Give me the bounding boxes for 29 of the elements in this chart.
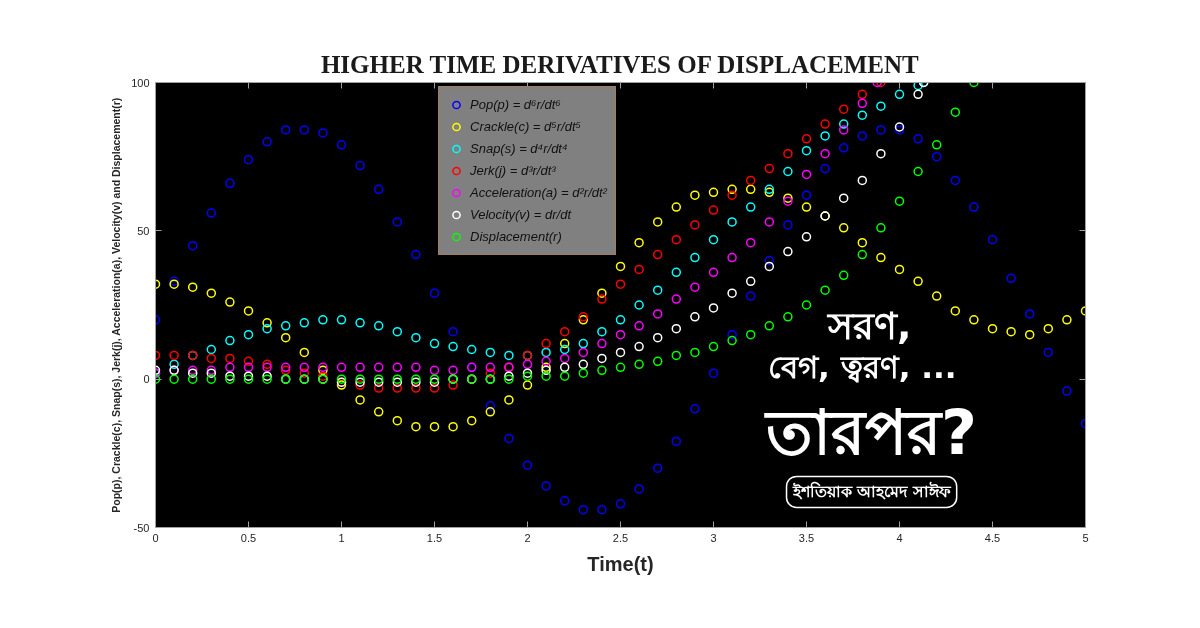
legend-label: Jerk(j) = d³r/dt³ xyxy=(470,162,556,180)
x-tick-label: 0.5 xyxy=(240,531,257,544)
x-tick-label: 2.5 xyxy=(612,531,629,544)
legend-label: Pop(p) = d⁶r/dt⁶ xyxy=(470,96,561,114)
legend-label: Velocity(v) = dr/dt xyxy=(470,206,572,224)
annotation: ইশতিয়াক আহমেদ সাঈফ xyxy=(791,481,952,502)
x-tick-label: 2 xyxy=(524,531,531,544)
x-tick-label: 3.5 xyxy=(798,531,815,544)
x-tick-label: 1.5 xyxy=(426,531,443,544)
x-axis-title: Time(t) xyxy=(587,552,654,575)
x-tick-label: 4 xyxy=(896,531,903,544)
x-tick-label: 5 xyxy=(1082,531,1089,544)
x-tick-label: 1 xyxy=(338,531,345,544)
x-tick-label: 3 xyxy=(710,531,717,544)
legend-label: Crackle(c) = d⁵r/dt⁵ xyxy=(470,118,581,136)
legend-label: Snap(s) = d⁴r/dt⁴ xyxy=(470,140,568,158)
annotation: বেগ, ত্বরণ, ... xyxy=(768,349,957,386)
annotation: সরণ, xyxy=(826,303,912,348)
x-tick-label: 0 xyxy=(152,531,159,544)
y-axis-title: Pop(p), Crackle(c), Snap(s), Jerk(j), Acceleration(a), Velocity(v) and Displacement(r) xyxy=(110,97,123,513)
y-tick-label: 50 xyxy=(137,224,150,237)
x-tick-label: 4.5 xyxy=(984,531,1001,544)
y-tick-label: 100 xyxy=(131,76,150,89)
legend-label: Acceleration(a) = d²r/dt² xyxy=(470,184,607,202)
legend-label: Displacement(r) xyxy=(470,228,562,246)
annotation: তারপর? xyxy=(764,396,978,470)
y-tick-label: 0 xyxy=(143,373,150,386)
chart-title: HIGHER TIME DERIVATIVES OF DISPLACEMENT xyxy=(320,50,920,78)
y-tick-label: -50 xyxy=(133,521,150,534)
